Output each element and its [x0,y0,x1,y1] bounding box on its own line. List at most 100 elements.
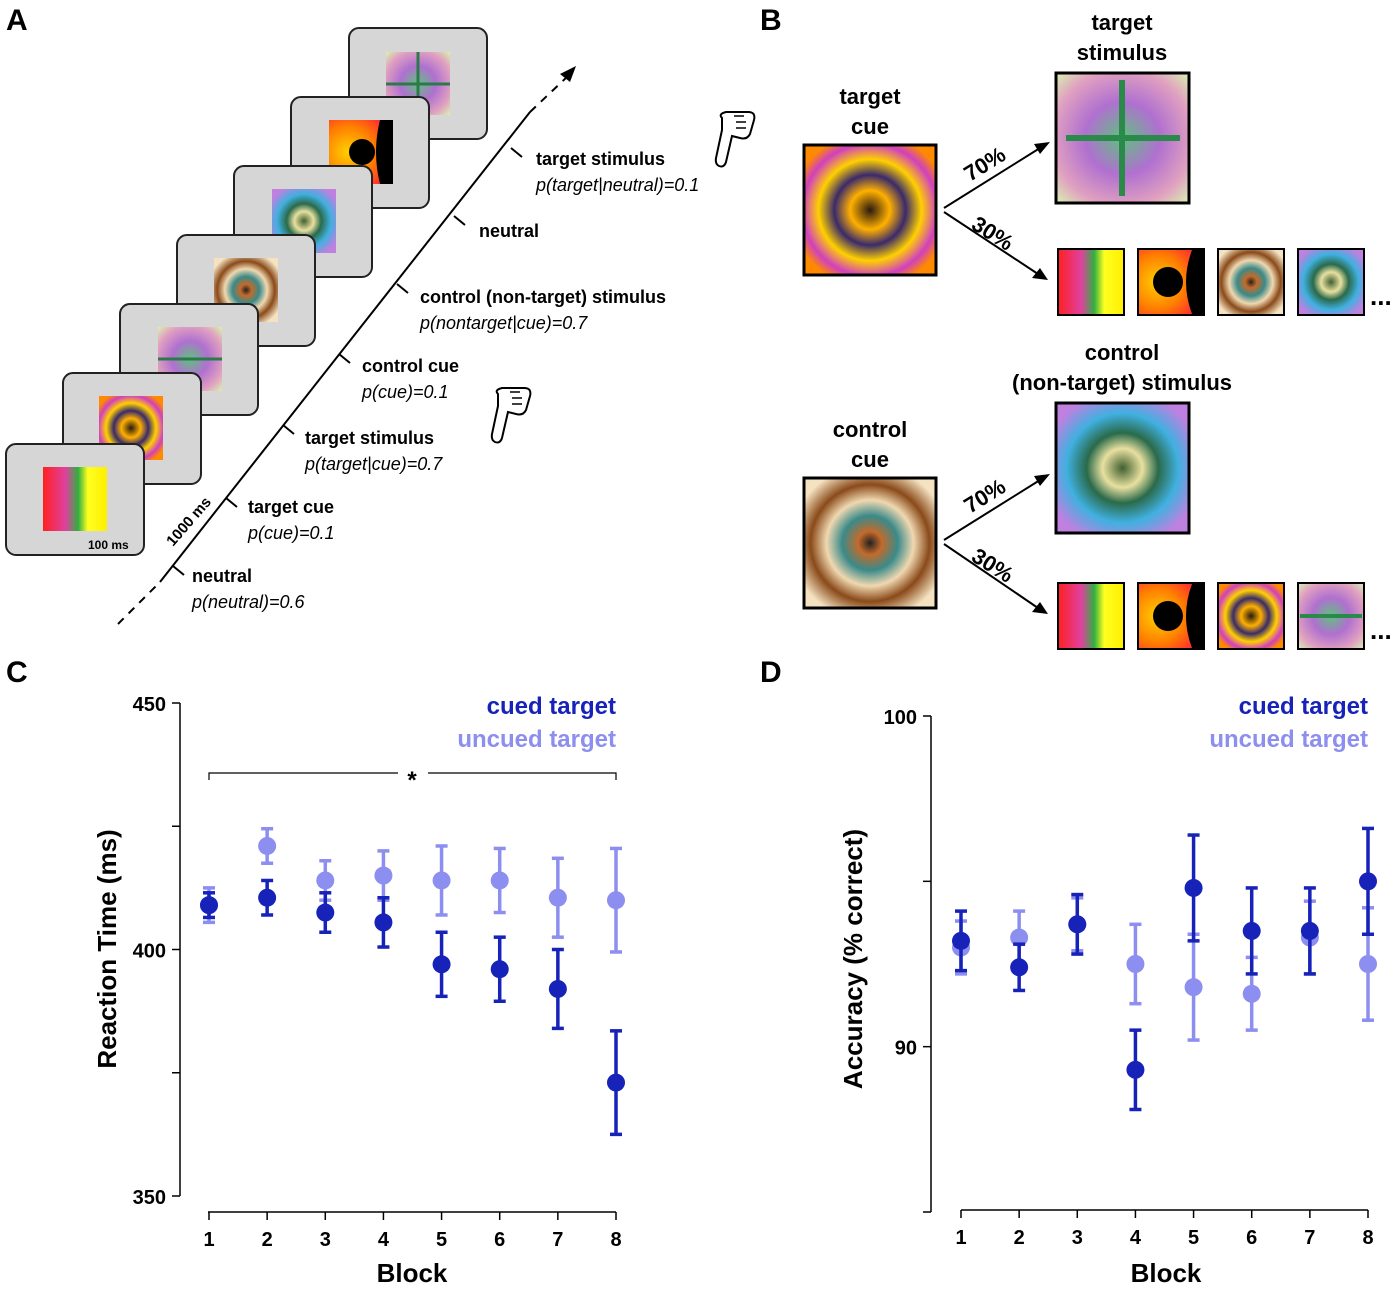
x-tick-label: 7 [1304,1227,1315,1249]
target-stimulus-title: target [1091,10,1153,35]
medallion-fractal [1217,248,1285,316]
point-cued [374,913,393,932]
chart-d: 90 100 1 2 3 4 5 6 7 8 Accuracy (% correct) Bloc… [838,693,1377,1288]
flower-fractal [1297,248,1365,316]
point-uncued [1010,928,1029,947]
point-uncued [1126,955,1145,973]
pointing-hand-icon [490,387,532,444]
x-tick-label: 8 [610,1229,621,1251]
legend-uncued: uncued target [1209,726,1368,753]
duration-label: 100 ms [88,538,129,552]
y-tick-label: 90 [895,1038,917,1060]
timeline-arrowhead [560,66,576,82]
point-cued [258,888,277,907]
point-cued [1184,878,1203,897]
point-cued [1242,921,1261,940]
point-uncued [1242,984,1261,1003]
point-cued [1126,1060,1145,1079]
x-tick-label: 5 [436,1229,447,1251]
point-uncued [316,871,335,890]
panel-a: 100 ms 1000 ms neutral p(neutral)=0.6 ta… [5,27,756,625]
point-uncued [607,891,625,910]
medallion-fractal [802,476,938,610]
y-axis-label: Reaction Time (ms) [92,829,122,1068]
point-uncued [490,871,509,890]
x-tick-label: 6 [1246,1227,1257,1249]
point-cued [1010,958,1029,977]
point-uncued [548,888,567,907]
point-cued [316,903,335,922]
x-tick-label: 2 [1014,1227,1025,1249]
event-prob: p(target|cue)=0.7 [304,454,443,474]
spiral-fractal [802,143,938,277]
x-tick-label: 2 [262,1229,273,1251]
event-label: control (non-target) stimulus [420,287,666,307]
x-tick-label: 8 [1362,1227,1373,1249]
ellipsis: ... [1370,281,1392,311]
point-cued [490,960,509,979]
y-tick-label: 350 [133,1187,166,1209]
ellipsis: ... [1370,615,1392,645]
legend-uncued: uncued target [457,726,616,753]
yellow-magenta-fractal [1057,248,1125,316]
control-cue-title: cue [851,447,889,472]
pct-30: 30% [967,211,1018,256]
point-cued [1300,921,1319,940]
legend-cued: cued target [1239,693,1368,720]
y-tick-label: 100 [884,707,917,729]
y-tick-label: 450 [133,694,166,716]
event-label: target stimulus [305,428,434,448]
point-uncued [1359,955,1377,973]
significance-bracket [208,772,617,780]
event-label: target stimulus [536,149,665,169]
point-uncued [258,836,277,855]
panel-label-c: C [6,656,28,689]
control-stimulus-title: control [1085,340,1160,365]
x-tick-label: 3 [1072,1227,1083,1249]
legend-cued: cued target [487,693,616,720]
panel-b: target cue target stimulus 70% 30% ... c… [802,10,1392,650]
point-uncued [432,871,451,890]
point-cued [548,979,567,998]
panel-label-b: B [760,4,782,37]
target-cue-title: target [839,84,901,109]
x-tick-label: 5 [1188,1227,1199,1249]
target-stimulus-title: stimulus [1077,40,1167,65]
x-axis-label: Block [377,1258,448,1288]
x-tick-label: 4 [1130,1227,1142,1249]
event-prob: p(target|neutral)=0.1 [535,175,699,195]
point-cued [200,896,218,915]
point-cued [607,1073,625,1092]
target-cue-title: cue [851,114,889,139]
spiral-fractal [1217,582,1285,650]
timeline-ticks [172,147,523,576]
pct-30: 30% [967,543,1018,588]
x-tick-label: 6 [494,1229,505,1251]
y-tick-label: 400 [133,941,166,963]
yellow-magenta-fractal [43,467,107,531]
event-label: target cue [248,497,334,517]
event-label: neutral [192,566,252,586]
point-cued [432,955,451,974]
event-prob: p(neutral)=0.6 [191,592,306,612]
event-prob: p(cue)=0.1 [361,382,449,402]
point-cued [952,931,970,950]
x-tick-label: 1 [955,1227,966,1249]
yellow-magenta-fractal [1057,582,1125,650]
x-tick-label: 3 [320,1229,331,1251]
point-uncued [374,866,393,885]
event-label: neutral [479,221,539,241]
pointing-hand-icon [714,111,756,168]
chart-c: 350 400 450 1 2 3 4 5 6 7 8 Reaction Time (ms) Bl… [92,693,625,1288]
screen-1: 100 ms [5,443,145,556]
timeline-axis [159,111,531,583]
control-stimulus-title: (non-target) stimulus [1012,370,1232,395]
event-prob: p(cue)=0.1 [247,523,335,543]
point-uncued [1184,978,1203,997]
x-tick-label: 4 [378,1229,390,1251]
y-axis-label: Accuracy (% correct) [838,829,868,1089]
panel-label-d: D [760,656,782,689]
point-cued [1359,872,1377,891]
timeline-dashed-start [117,581,161,625]
